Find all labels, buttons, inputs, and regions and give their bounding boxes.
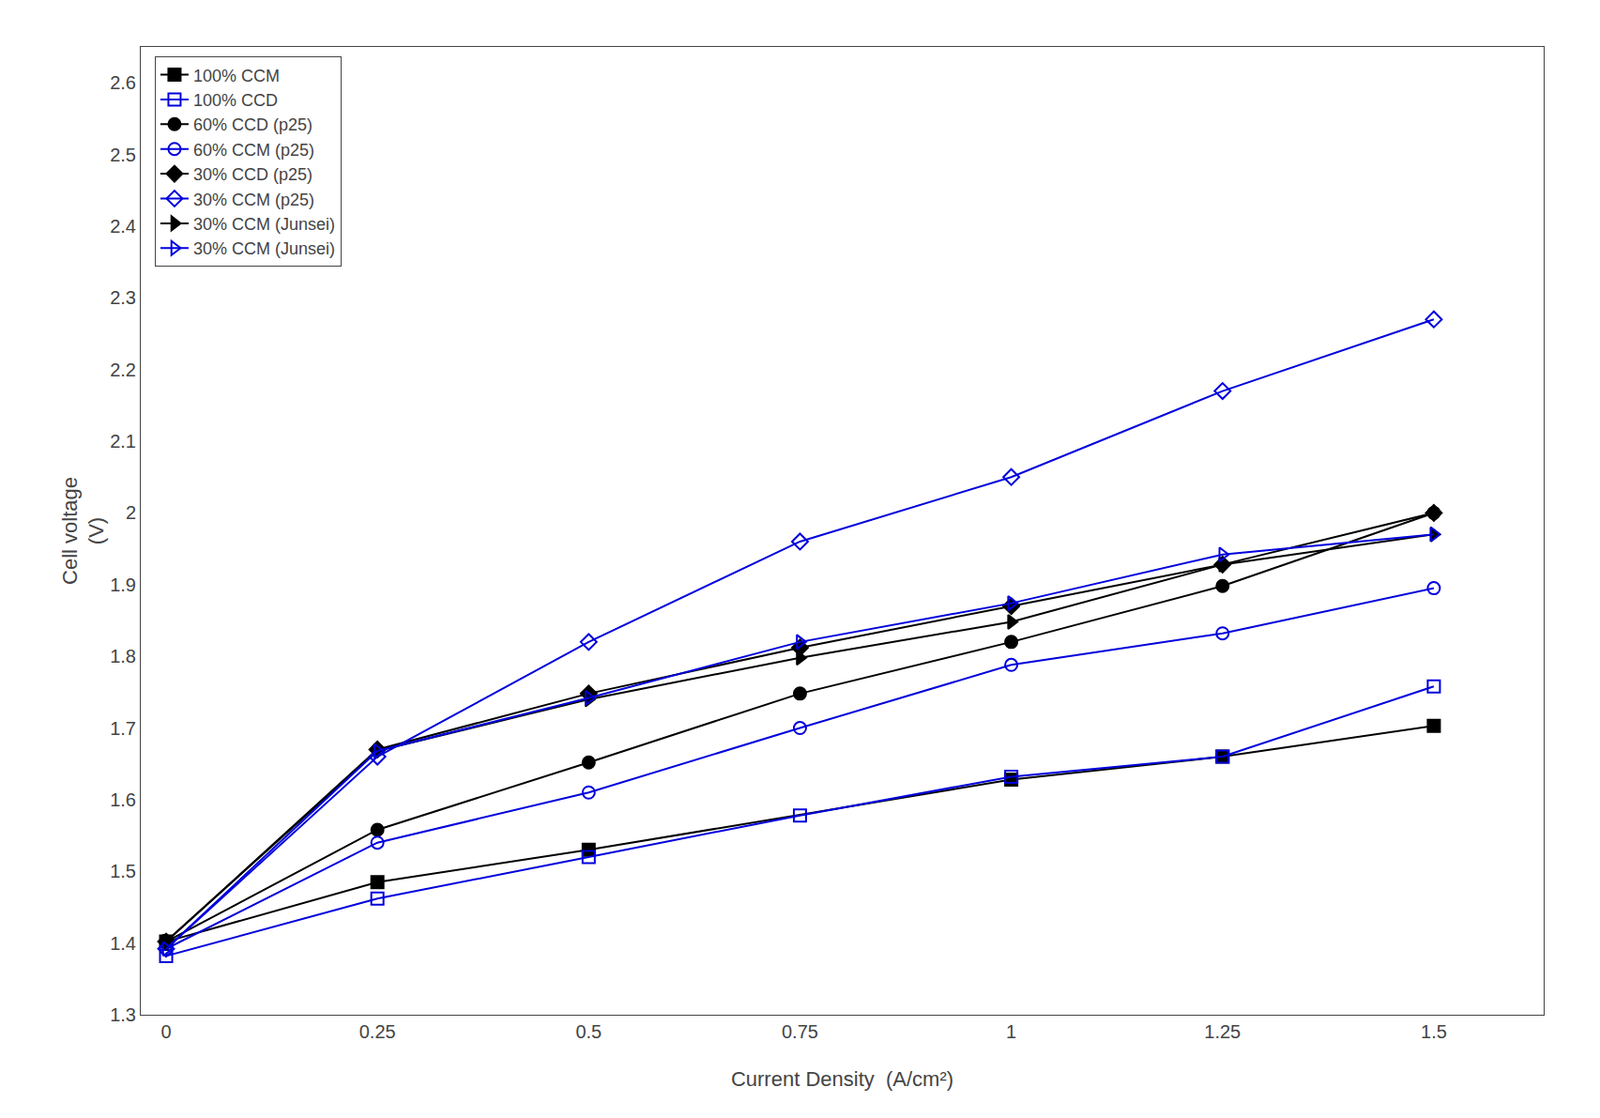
svg-text:2.4: 2.4 [109, 215, 137, 237]
svg-text:100% CCM: 100% CCM [193, 66, 280, 86]
svg-text:30% CCM (p25): 30% CCM (p25) [193, 190, 315, 210]
svg-text:1.4: 1.4 [109, 932, 137, 954]
svg-text:100% CCD: 100% CCD [193, 91, 278, 110]
svg-text:2.3: 2.3 [109, 287, 137, 308]
svg-text:30% CCM (Junsei): 30% CCM (Junsei) [193, 239, 336, 259]
svg-text:30% CCD (p25): 30% CCD (p25) [193, 165, 313, 184]
svg-text:0.5: 0.5 [575, 1020, 602, 1042]
svg-text:2: 2 [125, 502, 137, 523]
svg-text:1.3: 1.3 [109, 1004, 137, 1025]
svg-text:1.9: 1.9 [109, 574, 137, 595]
svg-text:1.5: 1.5 [109, 860, 137, 882]
svg-text:2.6: 2.6 [109, 72, 137, 93]
svg-text:1.8: 1.8 [109, 645, 137, 667]
svg-text:60% CCD (p25): 60% CCD (p25) [193, 115, 313, 135]
svg-text:1.25: 1.25 [1203, 1020, 1241, 1042]
svg-text:Current Density (A/cm²): Current Density (A/cm²) [731, 1066, 954, 1091]
svg-text:0.25: 0.25 [359, 1020, 397, 1042]
svg-text:30% CCM (Junsei): 30% CCM (Junsei) [193, 214, 336, 234]
svg-text:60% CCM (p25): 60% CCM (p25) [193, 140, 315, 160]
svg-text:1.5: 1.5 [1420, 1020, 1448, 1042]
svg-text:Cell voltage(V): Cell voltage(V) [58, 476, 109, 585]
svg-text:1: 1 [1005, 1020, 1017, 1042]
svg-text:0.75: 0.75 [781, 1020, 819, 1042]
svg-text:1.6: 1.6 [109, 789, 137, 810]
svg-text:0: 0 [160, 1020, 171, 1042]
svg-text:2.2: 2.2 [109, 359, 137, 381]
svg-text:2.1: 2.1 [109, 430, 137, 452]
svg-text:2.5: 2.5 [109, 144, 137, 166]
svg-text:1.7: 1.7 [109, 717, 137, 739]
